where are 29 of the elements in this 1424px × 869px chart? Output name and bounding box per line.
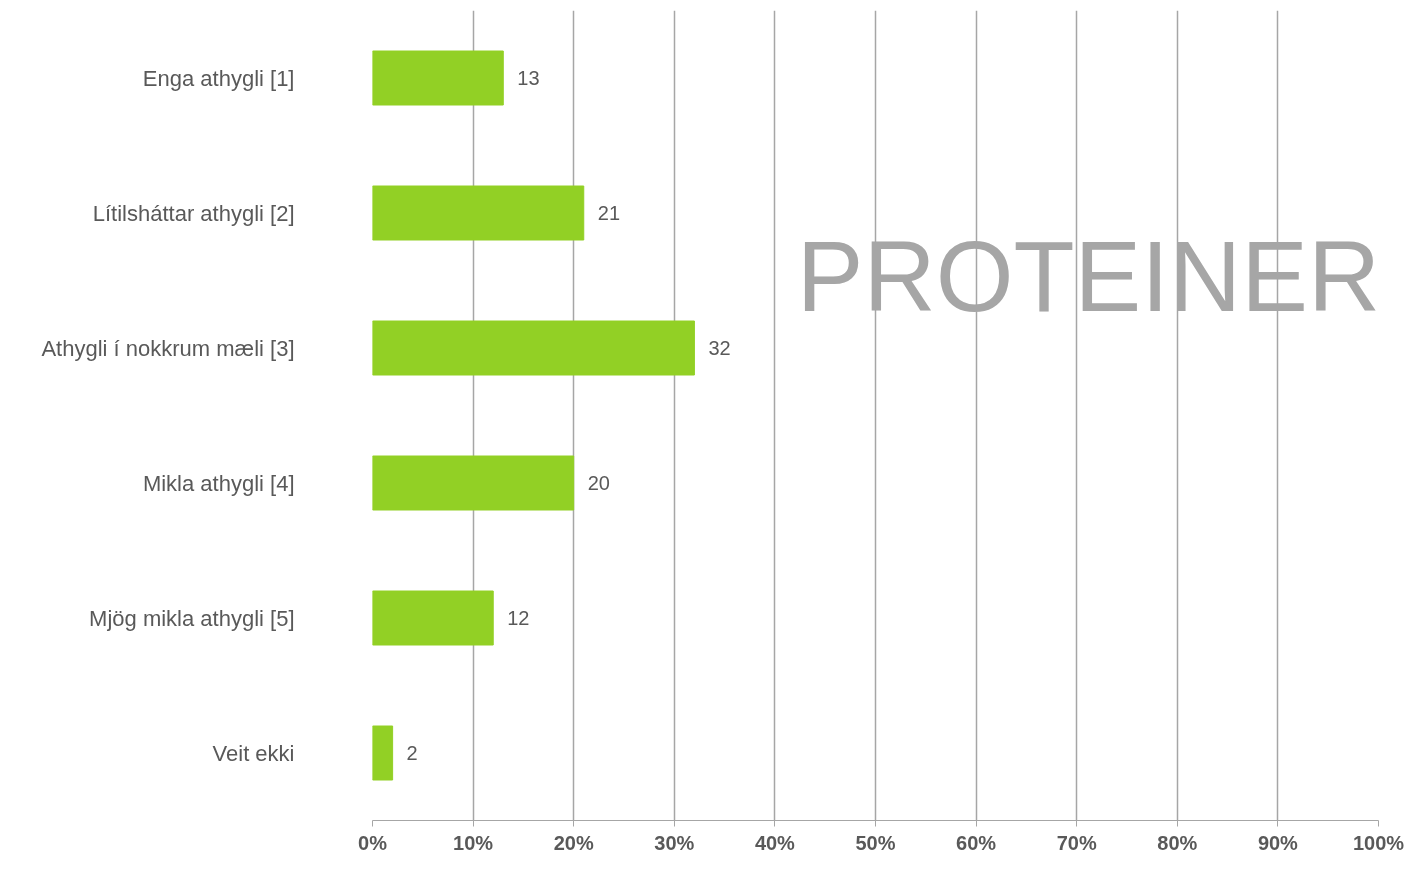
data-label: 2 [406, 742, 418, 764]
x-tick-label: 0% [358, 831, 388, 854]
data-label: 32 [708, 337, 731, 359]
y-tick-label: Lítilsháttar athygli [2] [92, 200, 295, 226]
bar [372, 725, 394, 781]
x-tick-label: 70% [1056, 831, 1097, 854]
bar [372, 320, 695, 376]
bar [372, 185, 585, 241]
data-label: 12 [507, 607, 530, 629]
y-tick-label: Mikla athygli [4] [142, 470, 295, 496]
bar [372, 50, 504, 106]
x-tick-label: 50% [855, 831, 896, 854]
y-tick-label: Enga athygli [1] [142, 65, 295, 91]
x-tick-label: 100% [1352, 831, 1405, 854]
x-tick-label: 40% [754, 831, 796, 854]
y-tick-label: Veit ekki [212, 740, 295, 766]
x-tick-label: 90% [1257, 831, 1299, 854]
bar [372, 455, 575, 511]
x-tick-label: 20% [553, 831, 594, 854]
x-tick-label: 60% [956, 831, 997, 854]
y-tick-label: Mjög mikla athygli [5] [89, 605, 295, 631]
data-label: 20 [587, 472, 610, 494]
x-tick-label: 10% [453, 831, 494, 854]
y-tick-label: Athygli í nokkrum mæli [3] [41, 335, 295, 361]
x-tick-label: 80% [1157, 831, 1198, 854]
data-label: 13 [517, 67, 540, 89]
x-tick-label: 30% [654, 831, 695, 854]
bar [372, 590, 494, 646]
data-label: 21 [597, 202, 621, 224]
